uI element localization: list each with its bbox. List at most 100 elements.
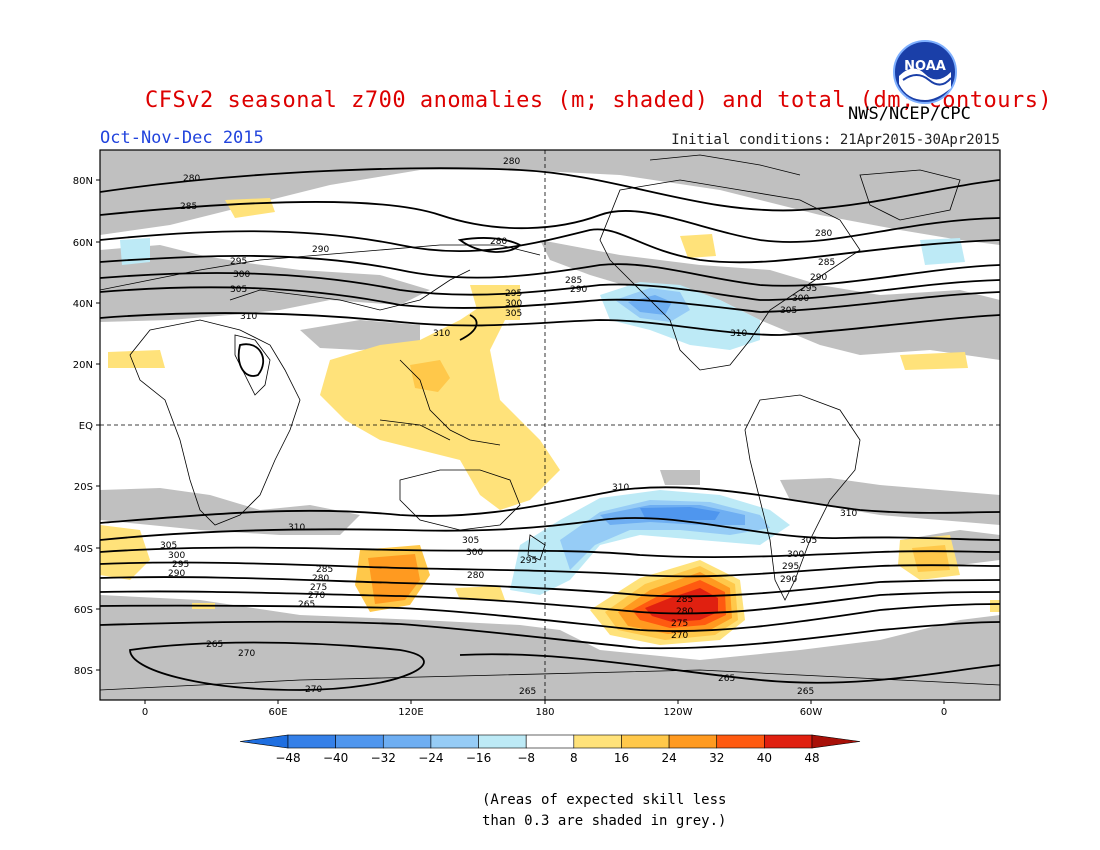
- colorbar-segment: [525, 734, 575, 749]
- contour-label: 280: [183, 174, 200, 184]
- latitude-label: 60S: [74, 605, 93, 616]
- logo-text: NOAA: [904, 59, 946, 74]
- contour-label: 305: [230, 285, 247, 295]
- contour-label: 270: [305, 685, 322, 695]
- contour-label: 310: [433, 329, 450, 339]
- contour-label: 290: [570, 285, 587, 295]
- height-contours: [100, 167, 1000, 691]
- contour-label: 290: [810, 273, 827, 283]
- contour-label: 305: [800, 536, 817, 546]
- contour-label: 290: [168, 569, 185, 579]
- longitude-axis: 0 60E 120E 180 120W 60W 0: [142, 700, 947, 718]
- contour-label: 300: [792, 294, 809, 304]
- colorbar: −48 −40 −32 −24 −16 −8 8 16 24 32 40 48: [239, 734, 861, 765]
- contour-label: 265: [298, 600, 315, 610]
- contour-label: 310: [840, 509, 857, 519]
- contour-label: 280: [676, 607, 693, 617]
- contour-label: 310: [612, 483, 629, 493]
- colorbar-segment: [621, 734, 670, 749]
- contour-label: 310: [730, 329, 747, 339]
- contour-label: 295: [230, 257, 247, 267]
- contour-label: 295: [172, 560, 189, 570]
- coastlines: [100, 154, 1000, 691]
- colorbar-tick-label: 24: [661, 751, 676, 765]
- colorbar-segment: [478, 734, 527, 749]
- contour-label: 270: [238, 649, 255, 659]
- contour-label: 300: [505, 299, 522, 309]
- contour-label: 310: [240, 312, 257, 322]
- latitude-label: 80S: [74, 666, 93, 677]
- colorbar-tick-label: −16: [466, 751, 491, 765]
- longitude-label: 180: [535, 707, 554, 718]
- contour-label: 270: [671, 631, 688, 641]
- contour-label: 290: [312, 245, 329, 255]
- longitude-label: 60W: [800, 707, 823, 718]
- colorbar-tick-label: 40: [757, 751, 772, 765]
- contour-label: 265: [797, 687, 814, 697]
- colorbar-tick-label: −32: [371, 751, 396, 765]
- longitude-label: 60E: [268, 707, 287, 718]
- colorbar-tick-label: 8: [570, 751, 578, 765]
- negative-anomaly-shading: [120, 238, 965, 595]
- contour-label: 280: [490, 237, 507, 247]
- latitude-label: 20S: [74, 482, 93, 493]
- contour-label: 290: [780, 575, 797, 585]
- contour-label: 305: [780, 306, 797, 316]
- contour-label: 285: [818, 258, 835, 268]
- colorbar-tick-label: 32: [709, 751, 724, 765]
- colorbar-right-arrow: [811, 734, 861, 749]
- latitude-label: 60N: [73, 238, 93, 249]
- contour-label: 295: [520, 556, 537, 566]
- contour-label: 310: [288, 523, 305, 533]
- colorbar-tick-label: −8: [517, 751, 535, 765]
- contour-label: 280: [312, 574, 329, 584]
- contour-label: 265: [718, 674, 735, 684]
- colorbar-tick-label: 16: [614, 751, 629, 765]
- contour-label: 280: [503, 157, 520, 167]
- latitude-label: 80N: [73, 176, 93, 187]
- longitude-label: 120E: [398, 707, 423, 718]
- colorbar-tick-label: −40: [323, 751, 348, 765]
- colorbar-left-arrow: [239, 734, 289, 749]
- colorbar-segment: [382, 734, 432, 749]
- latitude-label: 40N: [73, 299, 93, 310]
- contour-label: 275: [310, 583, 327, 593]
- contour-labels: 280 280 280 280 285 285 285 290 290 290 …: [160, 157, 857, 697]
- contour-label: 295: [505, 289, 522, 299]
- contour-label: 300: [168, 551, 185, 561]
- colorbar-segment: [668, 734, 718, 749]
- contour-label: 265: [519, 687, 536, 697]
- contour-label: 280: [467, 571, 484, 581]
- colorbar-segment: [716, 734, 765, 749]
- colorbar-segment: [287, 734, 336, 749]
- colorbar-segment: [573, 734, 622, 749]
- initial-conditions-label: Initial conditions: 21Apr2015-30Apr2015: [671, 132, 1000, 148]
- longitude-label: 120W: [664, 707, 693, 718]
- latitude-axis: 80N 60N 40N 20N EQ 20S 40S 60S 80S: [73, 176, 100, 677]
- season-label: Oct-Nov-Dec 2015: [100, 128, 264, 148]
- contour-label: 305: [462, 536, 479, 546]
- colorbar-tick-label: −24: [418, 751, 443, 765]
- contour-label: 300: [233, 270, 250, 280]
- contour-label: 265: [206, 640, 223, 650]
- contour-label: 285: [676, 595, 693, 605]
- latitude-label: EQ: [79, 421, 93, 432]
- colorbar-segment: [430, 734, 479, 749]
- contour-label: 305: [505, 309, 522, 319]
- contour-label: 300: [466, 548, 483, 558]
- colorbar-tick-label: 48: [804, 751, 819, 765]
- contour-label: 275: [671, 619, 688, 629]
- contour-label: 295: [782, 562, 799, 572]
- noaa-logo-icon: NOAA: [893, 40, 957, 104]
- contour-label: 280: [815, 229, 832, 239]
- longitude-label: 0: [941, 707, 947, 718]
- contour-label: 300: [787, 550, 804, 560]
- colorbar-segment: [764, 734, 813, 749]
- latitude-label: 20N: [73, 360, 93, 371]
- longitude-label: 0: [142, 707, 148, 718]
- contour-label: 285: [565, 276, 582, 286]
- latitude-label: 40S: [74, 544, 93, 555]
- colorbar-tick-label: −48: [275, 751, 300, 765]
- contour-label: 295: [800, 284, 817, 294]
